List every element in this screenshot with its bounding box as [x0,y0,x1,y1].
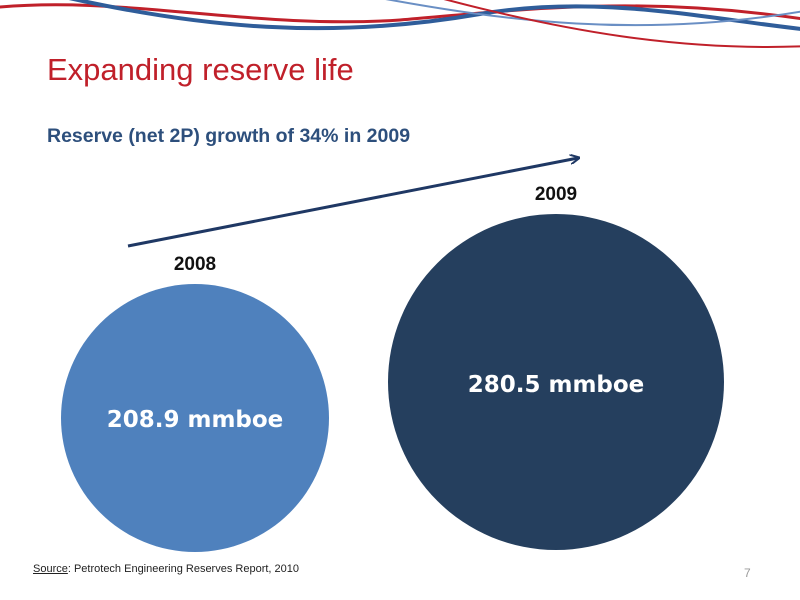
bubble-2009 [388,214,724,550]
wave-blue-line-2 [385,0,800,27]
wave-red-line-2 [443,0,800,48]
source-text: : Petrotech Engineering Reserves Report,… [67,563,299,575]
value-label-2008: 208.9 mmboe [107,407,284,433]
source-label: Source [33,563,68,575]
slide-subtitle: Reserve (net 2P) growth of 34% in 2009 [47,125,411,147]
bubble-2008 [61,284,329,552]
header-wave-decoration [0,0,800,48]
value-label-2009: 280.5 mmboe [468,372,645,398]
year-label-2009: 2009 [535,184,577,205]
slide-title: Expanding reserve life [47,52,354,87]
source-note: Source: Petrotech Engineering Reserves R… [33,563,299,575]
year-label-2008: 2008 [174,254,216,275]
page-number: 7 [744,566,751,580]
growth-arrow [127,158,578,248]
